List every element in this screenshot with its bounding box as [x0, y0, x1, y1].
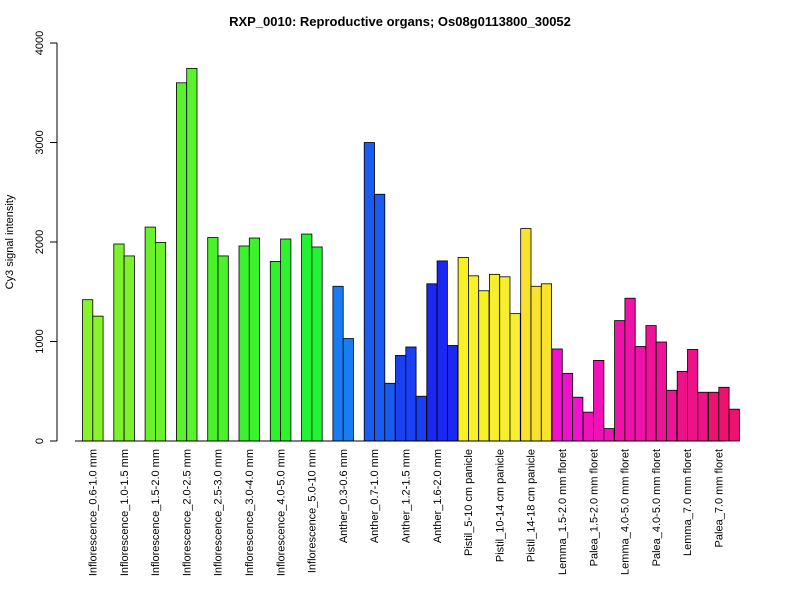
bar [645, 325, 657, 442]
bar [207, 237, 219, 442]
bar [301, 233, 313, 442]
bar [634, 346, 646, 442]
bar [708, 391, 720, 442]
category-label: Lemma_7.0 mm floret [682, 449, 694, 556]
bar [248, 237, 261, 442]
bar [332, 285, 344, 442]
bar [186, 67, 198, 442]
bar [614, 320, 626, 442]
bar [415, 395, 427, 442]
category-label: Inflorescence_2.0-2.5 mm [181, 449, 193, 576]
category-label: Inflorescence_2.5-3.0 mm [213, 449, 225, 576]
bar [342, 338, 354, 442]
category-label: Palea_4.0-5.0 mm floret [651, 449, 663, 566]
category-labels: Inflorescence_0.6-1.0 mm Inflorescence_1.… [88, 449, 726, 576]
y-tick-label: 3000 [34, 130, 46, 154]
bar [154, 242, 167, 442]
category-label: Inflorescence_3.0-4.0 mm [244, 449, 256, 576]
bar [488, 273, 501, 442]
category-label: Pistil_5-10 cm panicle [463, 449, 475, 556]
bar [666, 389, 678, 442]
y-tick-label: 1000 [34, 329, 46, 353]
y-tick-label: 0 [34, 438, 46, 444]
bar [572, 396, 584, 442]
category-label: Inflorescence_0.6-1.0 mm [88, 449, 100, 576]
category-label: Anther_0.7-1.0 mm [369, 449, 381, 543]
bar [405, 346, 417, 442]
bar [697, 391, 709, 442]
y-tick-label: 4000 [34, 31, 46, 55]
bar [92, 315, 104, 442]
bar [499, 276, 511, 442]
bar [175, 82, 188, 442]
bar [509, 313, 521, 442]
chart-title: RXP_0010: Reproductive organs; Os08g0113… [229, 14, 571, 29]
category-label: Pistil_10-14 cm panicle [494, 449, 506, 562]
y-tick-label: 2000 [34, 230, 46, 254]
category-label: Palea_7.0 mm floret [714, 449, 726, 547]
bar [540, 283, 552, 442]
category-label: Inflorescence_1.5-2.0 mm [150, 449, 162, 576]
bar [436, 260, 448, 442]
bar [551, 348, 563, 442]
bar [113, 243, 125, 442]
y-axis: 0 1000 2000 3000 4000 [34, 31, 58, 444]
bar [582, 411, 594, 442]
bar [269, 261, 281, 442]
bar [280, 238, 292, 442]
bar [395, 355, 407, 442]
bar [446, 345, 459, 442]
category-label: Anther_1.2-1.5 mm [401, 449, 413, 543]
bar [467, 275, 480, 442]
bar [384, 382, 396, 442]
bar [82, 299, 94, 442]
bar [426, 283, 438, 442]
category-label: Inflorescence_4.0-5.0 mm [275, 449, 287, 576]
bar [123, 255, 135, 442]
bar [593, 360, 605, 442]
category-label: Anther_0.3-0.6 mm [338, 449, 350, 543]
category-label: Pistil_14-18 cm panicle [526, 449, 538, 562]
bar [624, 297, 636, 442]
category-label: Inflorescence_5.0-10 mm [307, 449, 319, 573]
bar [217, 255, 229, 442]
bar [144, 226, 156, 442]
bar [457, 257, 469, 442]
bars [82, 67, 740, 442]
bar [530, 285, 542, 442]
bar [676, 370, 688, 442]
bar [478, 290, 490, 442]
bar [238, 245, 250, 442]
bar [520, 228, 532, 442]
bar [687, 349, 699, 442]
bar [728, 408, 740, 442]
bar [655, 341, 667, 442]
category-label: Palea_1.5-2.0 mm floret [588, 449, 600, 566]
category-label: Lemma_4.0-5.0 mm floret [620, 449, 632, 575]
bar [363, 142, 375, 442]
category-label: Lemma_1.5-2.0 mm floret [557, 449, 569, 575]
bar [311, 246, 323, 442]
bar [718, 386, 730, 442]
bar [603, 428, 615, 442]
category-label: Anther_1.6-2.0 mm [432, 449, 444, 543]
bar [561, 372, 573, 442]
y-axis-label: Cy3 signal intensity [4, 194, 16, 289]
bar [374, 193, 386, 442]
category-label: Inflorescence_1.0-1.5 mm [119, 449, 131, 576]
